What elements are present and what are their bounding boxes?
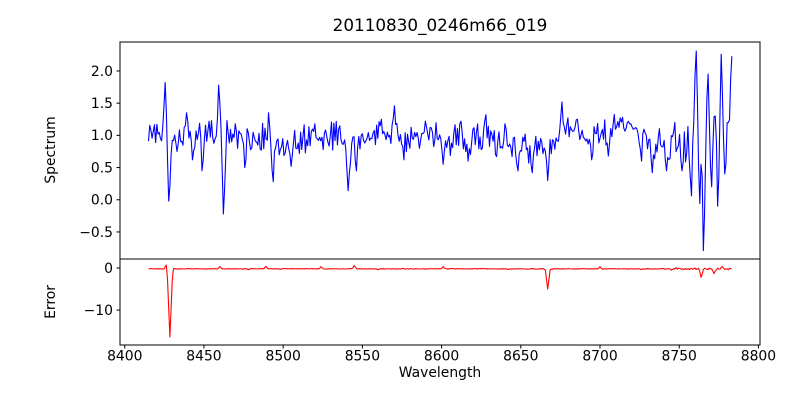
spectrum-y-tick-label: −0.5 (79, 225, 113, 241)
x-tick-label: 8650 (503, 349, 538, 365)
x-tick-label: 8550 (345, 349, 380, 365)
chart-title: 20110830_0246m66_019 (333, 15, 548, 36)
x-axis-ticks: 8400 8450 8500 8550 8600 8650 8700 8750 8800 (107, 345, 776, 365)
x-tick-label: 8500 (265, 349, 300, 365)
spectrum-y-tick-label: 0.5 (91, 160, 113, 176)
x-tick-label: 8800 (741, 349, 776, 365)
error-line (148, 264, 732, 338)
error-y-axis-label: Error (43, 285, 59, 319)
spectrum-y-tick-label: 1.5 (91, 96, 113, 112)
error-y-tick-label: 0 (104, 261, 113, 277)
error-axes-frame (119, 258, 761, 346)
x-tick-label: 8700 (582, 349, 617, 365)
x-tick-label: 8400 (107, 349, 142, 365)
spectrum-y-axis-label: Spectrum (43, 116, 59, 183)
spectrum-y-tick-label: 1.0 (91, 128, 113, 144)
error-y-tick-label: −10 (84, 303, 113, 319)
x-axis-label: Wavelength (399, 365, 481, 381)
x-tick-label: 8600 (424, 349, 459, 365)
spectrum-line (147, 50, 733, 252)
x-tick-label: 8750 (662, 349, 697, 365)
error-plot: −10 0 (84, 258, 761, 346)
x-tick-label: 8450 (186, 349, 221, 365)
spectrum-y-tick-label: 0.0 (91, 193, 113, 209)
spectrum-y-tick-label: 2.0 (91, 64, 113, 80)
